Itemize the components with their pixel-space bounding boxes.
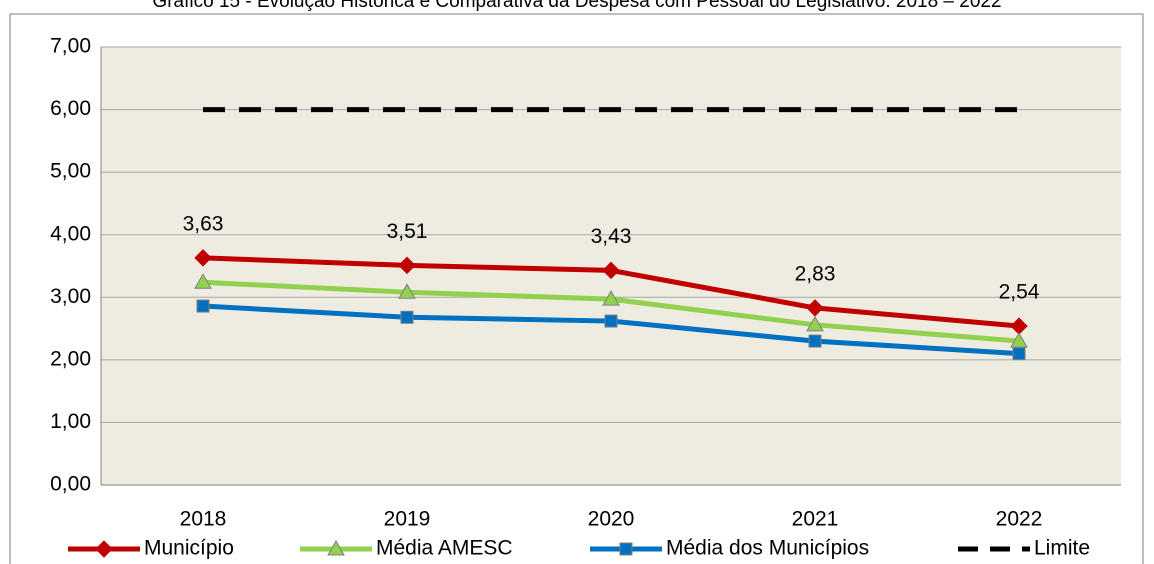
y-tick-label: 4,00 <box>50 222 91 245</box>
legend-item: Média dos Municípios <box>590 537 869 560</box>
data-label: 3,63 <box>183 212 224 235</box>
marker <box>808 334 822 348</box>
chart-title: Gráfico 15 - Evolução Histórica e Compar… <box>152 0 1001 12</box>
y-tick-label: 1,00 <box>50 410 91 433</box>
marker <box>1010 332 1028 348</box>
y-tick-label: 6,00 <box>50 97 91 120</box>
data-label: 2,83 <box>795 262 836 285</box>
marker <box>1012 347 1026 361</box>
y-tick-label: 5,00 <box>50 160 91 183</box>
marker <box>196 299 210 313</box>
series <box>196 299 1026 361</box>
legend-label: Média AMESC <box>376 537 513 560</box>
x-tick-label: 2018 <box>180 508 227 531</box>
x-tick-label: 2020 <box>588 508 635 531</box>
x-tick-label: 2022 <box>996 508 1043 531</box>
marker <box>194 273 212 289</box>
marker <box>602 290 620 306</box>
legend-label: Município <box>144 537 234 560</box>
marker <box>398 283 416 299</box>
marker <box>604 314 618 328</box>
y-tick-label: 0,00 <box>50 473 91 496</box>
marker <box>400 310 414 324</box>
legend-label: Média dos Municípios <box>666 537 869 560</box>
data-label: 3,43 <box>591 225 632 248</box>
marker <box>327 539 345 556</box>
x-tick-label: 2019 <box>384 508 431 531</box>
data-label: 3,51 <box>387 220 428 243</box>
data-label: 2,54 <box>999 281 1040 304</box>
y-tick-label: 3,00 <box>50 285 91 308</box>
legend-item: Limite <box>958 537 1090 560</box>
marker <box>602 261 620 280</box>
marker <box>398 256 416 275</box>
marker <box>619 542 633 556</box>
marker <box>194 249 212 267</box>
series <box>194 273 1028 348</box>
marker <box>806 315 824 332</box>
legend-item: Média AMESC <box>300 537 513 560</box>
x-tick-label: 2021 <box>792 508 839 531</box>
series <box>194 249 1028 335</box>
y-tick-label: 2,00 <box>50 347 91 370</box>
y-tick-label: 7,00 <box>50 35 91 58</box>
marker <box>95 540 113 558</box>
legend-item: Município <box>68 537 234 560</box>
legend-label: Limite <box>1034 537 1090 560</box>
